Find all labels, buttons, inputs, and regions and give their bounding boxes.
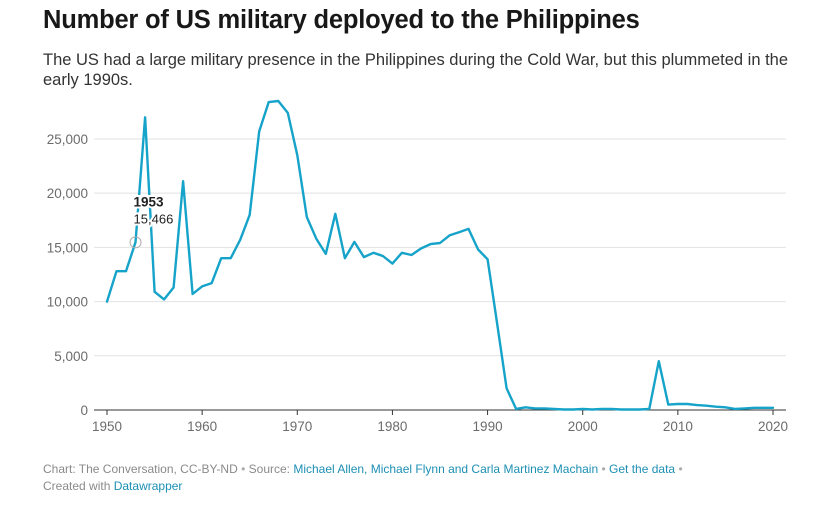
highlight-point bbox=[129, 236, 142, 249]
y-tick-label: 25,000 bbox=[47, 132, 88, 147]
y-tick-label: 20,000 bbox=[47, 186, 88, 201]
created-with-text: Created with bbox=[43, 478, 111, 493]
source-prefix: Source: bbox=[248, 462, 290, 476]
datawrapper-link[interactable]: Datawrapper bbox=[113, 478, 183, 493]
footer-separator: • bbox=[678, 462, 683, 476]
x-axis: 1950 1960 1970 1980 1990 2000 2010 2020 bbox=[92, 410, 788, 434]
chart-subtitle: The US had a large military presence in … bbox=[43, 51, 789, 89]
y-axis: 0 5,000 10,000 15,000 20,000 25,000 bbox=[47, 132, 88, 418]
x-tick-label: 2000 bbox=[568, 419, 598, 434]
chart-footer: Chart: The Conversation, CC-BY-ND • Sour… bbox=[43, 461, 803, 494]
get-the-data-link[interactable]: Get the data bbox=[609, 462, 676, 476]
highlight-year-label: 1953 bbox=[134, 194, 165, 209]
footer-separator: • bbox=[241, 462, 246, 476]
x-tick-label: 1950 bbox=[92, 419, 122, 434]
highlight-year-halo: 1953 bbox=[134, 194, 165, 209]
highlight-value-label: 15,466 bbox=[134, 211, 174, 226]
series-line bbox=[105, 99, 775, 411]
x-tick-label: 1990 bbox=[473, 419, 503, 434]
footer-separator: • bbox=[601, 462, 606, 476]
y-tick-label: 5,000 bbox=[54, 349, 88, 364]
source-link[interactable]: Michael Allen, Michael Flynn and Carla M… bbox=[293, 462, 599, 476]
y-tick-label: 0 bbox=[80, 403, 88, 418]
chart-credit: Chart: The Conversation, CC-BY-ND bbox=[43, 462, 238, 476]
x-tick-label: 1980 bbox=[377, 419, 407, 434]
chart-title: Number of US military deployed to the Ph… bbox=[43, 6, 640, 34]
y-tick-label: 15,000 bbox=[47, 240, 88, 255]
x-tick-label: 1960 bbox=[187, 419, 217, 434]
x-tick-label: 2010 bbox=[663, 419, 693, 434]
x-tick-label: 2020 bbox=[758, 419, 788, 434]
highlight-value-halo: 15,466 bbox=[134, 211, 174, 226]
x-tick-label: 1970 bbox=[282, 419, 312, 434]
series-layer bbox=[105, 99, 775, 411]
y-tick-label: 10,000 bbox=[47, 295, 88, 310]
gridlines bbox=[94, 138, 786, 411]
